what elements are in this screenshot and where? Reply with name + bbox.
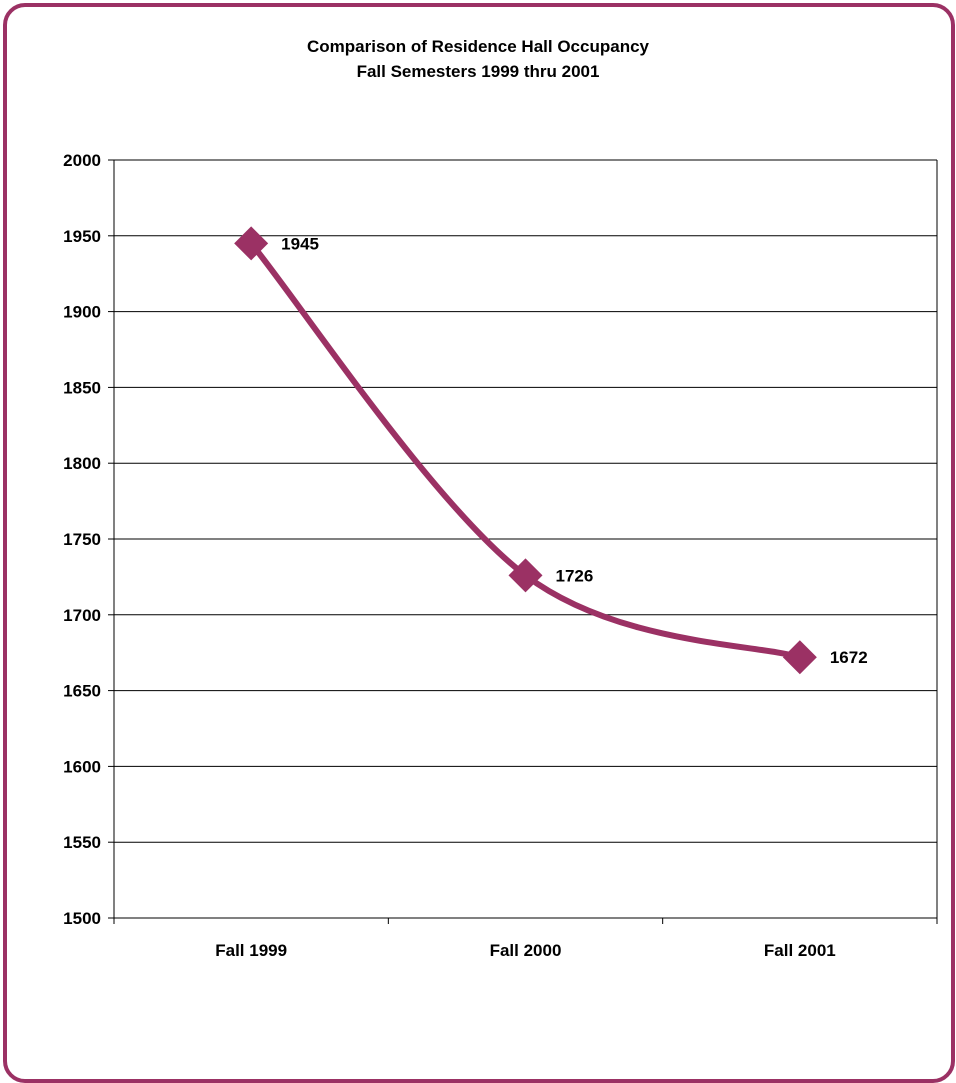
gridlines — [114, 159, 937, 919]
markers-layer — [234, 226, 817, 675]
x-axis-ticks: Fall 1999 Fall 2000 Fall 2001 — [113, 918, 938, 960]
data-point-marker — [234, 226, 269, 261]
data-labels-layer: 1945 1726 1672 — [281, 234, 867, 667]
data-label: 1726 — [556, 566, 594, 585]
y-tick-label: 1850 — [63, 378, 101, 397]
y-tick-label: 1500 — [63, 909, 101, 928]
y-tick-label: 1750 — [63, 530, 101, 549]
data-point-marker — [782, 640, 817, 675]
y-tick-label: 1950 — [63, 227, 101, 246]
x-tick-label: Fall 1999 — [215, 941, 287, 960]
series-layer — [248, 240, 803, 661]
y-tick-label: 1800 — [63, 454, 101, 473]
y-tick-label: 1700 — [63, 606, 101, 625]
y-axis-ticks: 1500 1550 1600 1650 1700 1750 1800 1850 1900 1950… — [63, 151, 114, 928]
data-point-marker — [508, 558, 543, 593]
y-tick-label: 1900 — [63, 303, 101, 322]
y-tick-label: 1600 — [63, 757, 101, 776]
data-label: 1945 — [281, 234, 319, 253]
chart-subtitle: Fall Semesters 1999 thru 2001 — [356, 62, 600, 81]
chart-frame — [3, 3, 955, 1083]
x-tick-label: Fall 2000 — [490, 941, 562, 960]
data-label: 1672 — [830, 648, 868, 667]
y-tick-label: 1650 — [63, 682, 101, 701]
series-line — [248, 240, 803, 661]
chart-title-block: Comparison of Residence Hall Occupancy F… — [0, 34, 956, 84]
chart-title: Comparison of Residence Hall Occupancy — [307, 37, 649, 56]
y-tick-label: 2000 — [63, 151, 101, 170]
y-tick-label: 1550 — [63, 833, 101, 852]
x-tick-label: Fall 2001 — [764, 941, 836, 960]
